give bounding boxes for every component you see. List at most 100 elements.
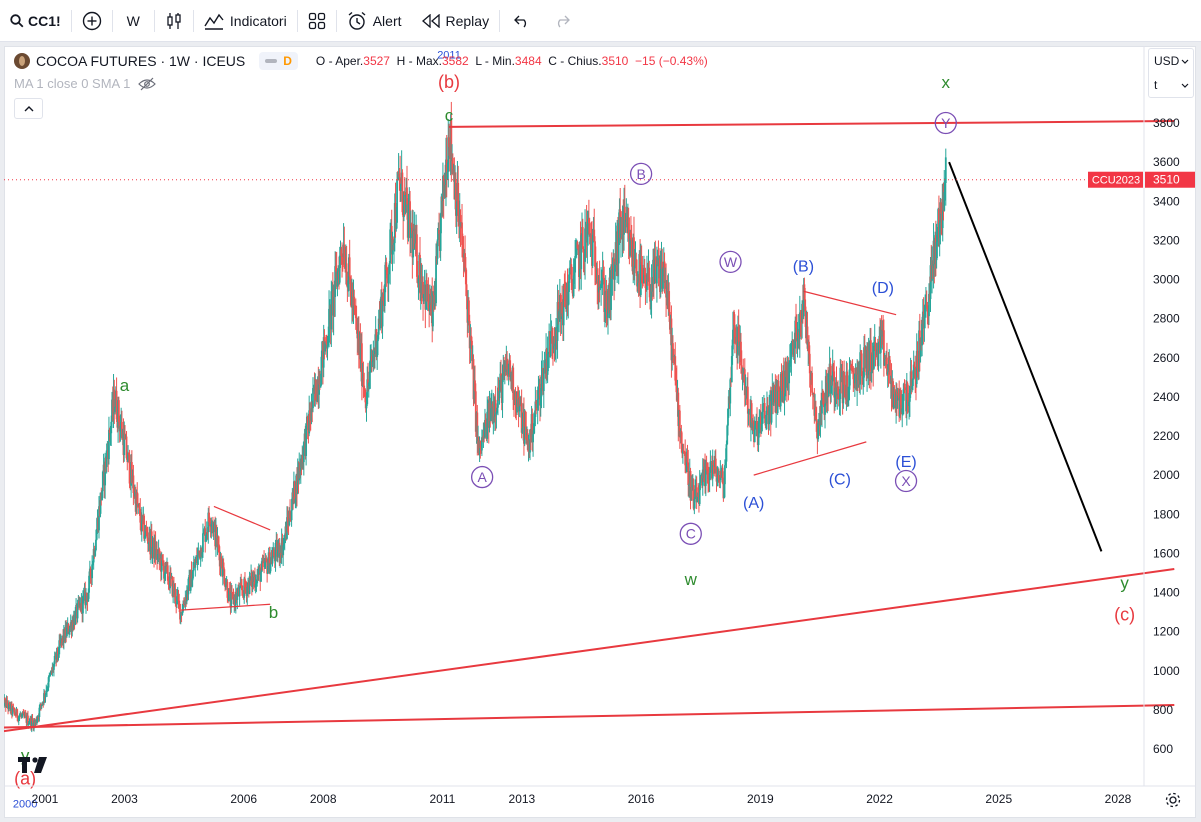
candle-body bbox=[687, 462, 690, 486]
candle-body bbox=[366, 379, 369, 405]
candle-body bbox=[571, 279, 573, 286]
candle-body bbox=[46, 687, 49, 690]
candle-body bbox=[582, 248, 585, 251]
candle-body bbox=[672, 343, 674, 349]
candle-body bbox=[290, 510, 293, 521]
price-chart[interactable]: a b c (b) 2011 A B Cw W (A) (B) (C) (D) (E) X Yx y (c) y (a… bbox=[4, 46, 1196, 818]
candle-body bbox=[557, 301, 560, 319]
candle-body bbox=[496, 407, 499, 413]
indicators-button[interactable]: Indicatori bbox=[194, 0, 297, 42]
candle-body bbox=[447, 137, 450, 172]
projection-line[interactable] bbox=[948, 161, 1103, 552]
candle-body bbox=[754, 422, 757, 426]
trendline[interactable] bbox=[213, 505, 271, 531]
candle-body bbox=[794, 320, 797, 349]
wave-label-circle bbox=[894, 469, 918, 493]
candle-body bbox=[586, 224, 589, 243]
currency-unit-selector[interactable]: USD t bbox=[1148, 48, 1194, 98]
candle-body bbox=[436, 239, 439, 259]
candle-body bbox=[498, 390, 501, 399]
candle-body bbox=[731, 339, 734, 357]
candle-body bbox=[772, 385, 775, 402]
candle-body bbox=[815, 419, 818, 432]
candle-body bbox=[889, 359, 891, 384]
candle-body bbox=[799, 312, 802, 320]
tradingview-logo bbox=[18, 757, 47, 773]
redo-button[interactable] bbox=[544, 0, 580, 42]
candle-body bbox=[30, 718, 33, 728]
trendline[interactable] bbox=[753, 441, 867, 476]
trendline[interactable] bbox=[4, 568, 1175, 733]
candle-body bbox=[902, 383, 905, 401]
candle-body bbox=[377, 318, 380, 335]
candle-body bbox=[574, 256, 577, 273]
candle-body bbox=[531, 414, 534, 443]
candle-body bbox=[236, 593, 239, 600]
alert-button[interactable]: Alert bbox=[337, 0, 412, 42]
candle-body bbox=[115, 390, 118, 420]
candle-body bbox=[302, 442, 305, 463]
candle-body bbox=[386, 269, 389, 275]
candle-body bbox=[226, 581, 229, 598]
chevron-up-icon bbox=[24, 106, 33, 112]
candle-body bbox=[721, 467, 724, 484]
collapse-legend-button[interactable] bbox=[14, 98, 43, 119]
candle-body bbox=[269, 563, 272, 574]
trendline[interactable] bbox=[803, 290, 897, 316]
replay-button[interactable]: Replay bbox=[412, 0, 500, 42]
candle-body bbox=[89, 568, 92, 577]
eye-hidden-icon[interactable] bbox=[138, 77, 157, 91]
candle-body bbox=[354, 312, 357, 319]
candle-body bbox=[117, 400, 120, 422]
currency-row[interactable]: USD bbox=[1149, 49, 1193, 73]
layouts-button[interactable] bbox=[298, 0, 336, 42]
candle-body bbox=[27, 715, 29, 725]
symbol-search[interactable]: CC1! bbox=[0, 0, 71, 42]
interval-button[interactable]: W bbox=[113, 0, 154, 42]
time-tick-label: 2028 bbox=[1105, 792, 1132, 806]
candle-body bbox=[185, 589, 188, 602]
candle-body bbox=[471, 340, 473, 361]
toolbar-divider bbox=[296, 9, 298, 32]
symbol-title: COCOA FUTURES · 1W · ICEUS bbox=[36, 53, 246, 69]
candle-body bbox=[523, 421, 526, 444]
candle-body bbox=[293, 481, 296, 503]
candle-body bbox=[197, 550, 200, 556]
candle-body bbox=[708, 472, 711, 481]
candle-body bbox=[474, 391, 477, 432]
candle-body bbox=[389, 229, 392, 264]
candle-body bbox=[181, 611, 184, 615]
data-status-badge[interactable]: D bbox=[259, 52, 298, 70]
candle-body bbox=[282, 545, 285, 556]
candle-body bbox=[650, 284, 653, 301]
candle-body bbox=[341, 256, 344, 258]
candle-body bbox=[598, 280, 601, 288]
candle-body bbox=[457, 182, 460, 222]
candle-body bbox=[821, 393, 823, 414]
candle-body bbox=[127, 452, 129, 463]
candle-body bbox=[178, 600, 181, 604]
gear-icon[interactable] bbox=[1164, 791, 1182, 809]
candle-body bbox=[613, 264, 616, 280]
candle-body bbox=[445, 159, 448, 180]
candle-body bbox=[935, 241, 938, 261]
trendline[interactable] bbox=[449, 120, 1175, 128]
candle-body bbox=[675, 380, 678, 401]
trendline[interactable] bbox=[4, 703, 1175, 729]
plus-circle-icon bbox=[82, 11, 101, 30]
unit-row[interactable]: t bbox=[1149, 73, 1193, 97]
trendline[interactable] bbox=[180, 603, 271, 611]
chart-type-button[interactable] bbox=[155, 0, 193, 42]
candle-body bbox=[480, 437, 483, 451]
undo-button[interactable] bbox=[500, 0, 544, 42]
candle-body bbox=[121, 421, 123, 439]
chart-pane[interactable] bbox=[4, 46, 1196, 818]
compare-symbol-button[interactable] bbox=[72, 0, 112, 42]
candle-body bbox=[201, 552, 204, 557]
candle-body bbox=[160, 554, 163, 572]
candle-body bbox=[334, 266, 337, 298]
candle-body bbox=[752, 422, 755, 424]
trendlines[interactable] bbox=[4, 120, 1175, 733]
candle-body bbox=[276, 549, 279, 557]
indicator-legend[interactable]: MA 1 close 0 SMA 1 bbox=[14, 76, 157, 91]
